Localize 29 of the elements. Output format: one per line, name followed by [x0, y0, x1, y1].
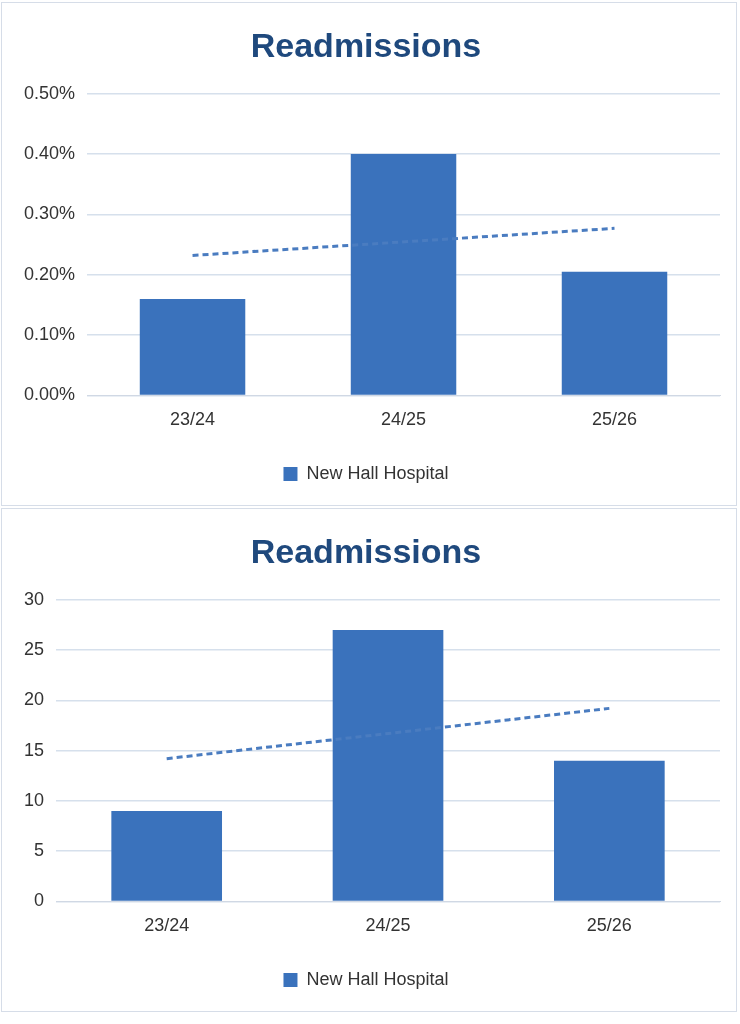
y-tick-label: 0.00% [23, 384, 76, 405]
x-tick-label: 23/24 [170, 409, 216, 430]
x-tick-label: 24/25 [365, 915, 411, 936]
bar [350, 154, 457, 395]
bar [111, 810, 223, 901]
y-tick-label: 30 [23, 588, 45, 609]
y-tick-label: 0.40% [23, 143, 76, 164]
y-tick-label: 0.50% [23, 82, 76, 103]
x-tick-label: 24/25 [381, 409, 427, 430]
y-tick-label: 20 [23, 689, 45, 710]
bar [561, 271, 668, 395]
y-tick-label: 0.20% [23, 263, 76, 284]
x-tick-label: 25/26 [591, 409, 638, 430]
bar [332, 629, 444, 901]
y-tick-label: 0 [34, 890, 45, 911]
chart-title: Readmissions [250, 25, 482, 64]
bar [139, 298, 246, 395]
y-tick-label: 0.10% [23, 324, 76, 345]
chart-title: Readmissions [250, 531, 482, 570]
y-tick-label: 25 [23, 639, 45, 660]
y-tick-label: 15 [23, 739, 45, 760]
y-tick-label: 0.30% [23, 203, 76, 224]
x-tick-label: 23/24 [144, 915, 190, 936]
legend-label: New Hall Hospital [306, 968, 449, 989]
y-tick-label: 5 [34, 840, 45, 861]
x-tick-label: 25/26 [586, 915, 632, 936]
legend-label: New Hall Hospital [306, 462, 449, 483]
bar [554, 760, 665, 901]
y-tick-label: 10 [23, 789, 45, 810]
